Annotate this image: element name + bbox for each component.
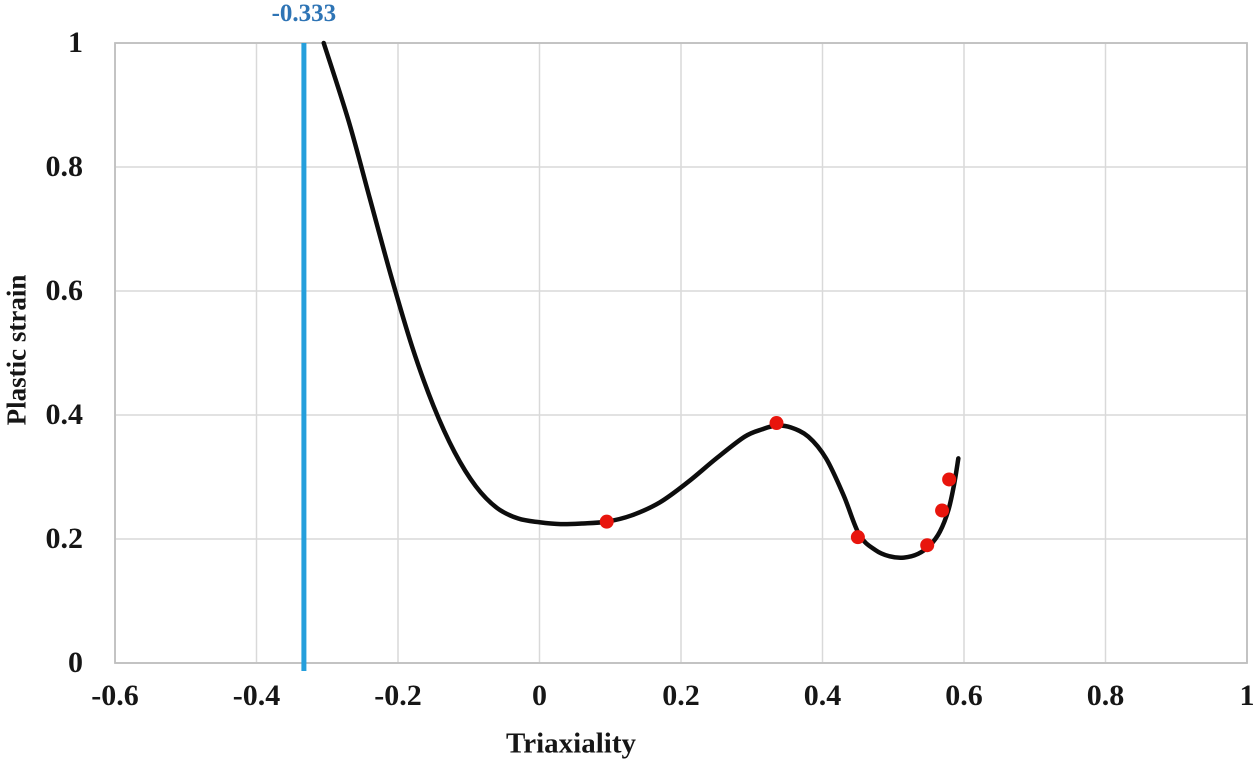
x-tick-label: -0.2 bbox=[374, 679, 422, 712]
data-point bbox=[935, 503, 950, 518]
data-point bbox=[599, 514, 614, 529]
data-point bbox=[769, 416, 784, 431]
y-tick-label: 1 bbox=[68, 26, 83, 59]
x-tick-label: 0 bbox=[532, 679, 547, 712]
x-tick-label: 0.2 bbox=[662, 679, 700, 712]
fracture-locus-curve bbox=[321, 40, 961, 561]
data-point bbox=[920, 538, 935, 553]
data-point bbox=[942, 472, 957, 487]
y-tick-label: 0.6 bbox=[45, 274, 84, 307]
x-tick-label: 0.8 bbox=[1086, 679, 1125, 712]
annotation-label: -0.333 bbox=[271, 0, 337, 27]
plot-border bbox=[114, 42, 1248, 664]
y-tick-label: 0.2 bbox=[45, 522, 84, 555]
data-point bbox=[850, 530, 865, 545]
y-tick-label: 0.4 bbox=[45, 398, 84, 431]
y-tick-label: 0.8 bbox=[45, 150, 84, 183]
x-tick-label: -0.4 bbox=[232, 679, 281, 712]
x-tick-label: -0.6 bbox=[91, 679, 139, 712]
y-tick-label: 0 bbox=[68, 646, 83, 679]
x-tick-label: 1 bbox=[1239, 679, 1255, 712]
x-tick-label: 0.4 bbox=[803, 679, 842, 712]
x-tick-label: 0.6 bbox=[945, 679, 983, 712]
x-axis-title: Triaxiality bbox=[506, 727, 636, 760]
